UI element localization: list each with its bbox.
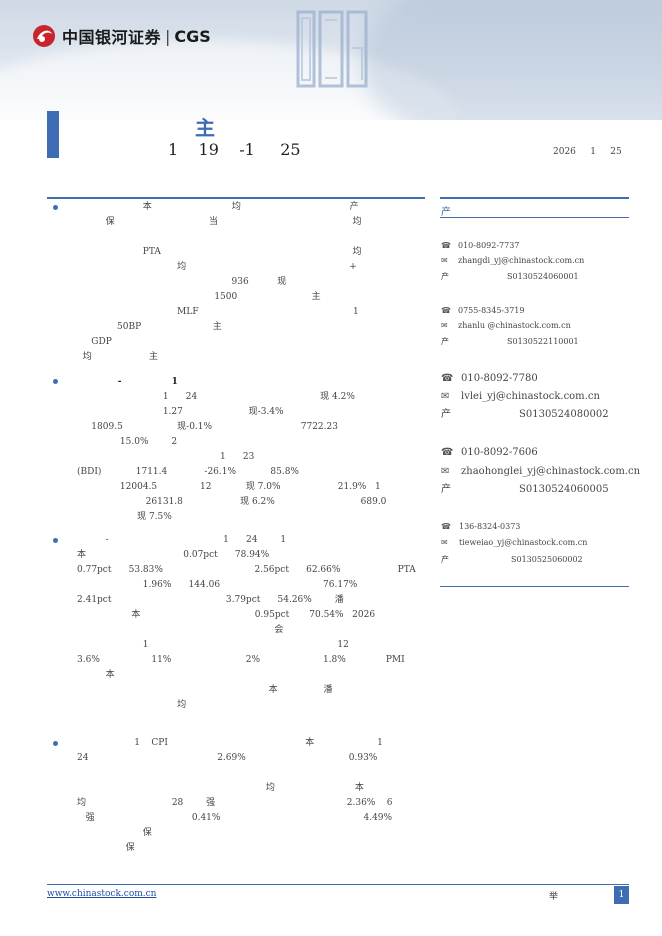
body-text-line: 1809.5 现-0.1% 7722.23 [77, 422, 338, 432]
body-text-line: 1 23 [77, 452, 255, 462]
body-text-line: 本 0.95pct 70.54% 2026 [77, 610, 376, 620]
analyst-bottom-rule [440, 586, 629, 587]
body-text-line: 强 0.41% 4.49% [77, 813, 393, 823]
analyst-phone: 010-8092-7606 [461, 447, 538, 458]
mail-icon: ✉ [441, 466, 450, 477]
analyst-phone: 136-8324-0373 [459, 522, 521, 531]
body-text-line: 0.77pct 53.83% 2.56pct 62.66% PTA [77, 565, 416, 575]
body-text-line: 12004.5 12 现 7.0% 21.9% 1 [77, 482, 381, 492]
body-text-line: 现 7.5% [77, 512, 172, 522]
report-subtitle: 1 19 -1 25 [168, 140, 301, 159]
page-number: 1 [614, 886, 629, 904]
footer-rule [47, 884, 629, 885]
analyst-cert-number: S0130524060001 [507, 272, 579, 281]
brand-logo[interactable]: 中国银河证券 | CGS [32, 24, 211, 48]
body-text-line: 本 0.07pct 78.94% [77, 550, 270, 560]
analyst-cert-label: 产 [441, 272, 449, 281]
brand-name-en: CGS [174, 26, 211, 46]
brand-separator: | [165, 26, 171, 46]
body-text-line: 1 12 [77, 640, 349, 650]
body-text-line: 26131.8 现 6.2% 689.0 [77, 497, 387, 507]
phone-icon: ☎ [441, 306, 451, 315]
mail-icon: ✉ [441, 256, 448, 265]
analyst-cert-label: 产 [441, 484, 451, 495]
analyst-phone: 010-8092-7780 [461, 373, 538, 384]
body-text-line: PTA 均 [77, 247, 362, 257]
body-text-line: 均 28 强 2.36% 6 [77, 798, 393, 808]
body-text-line: 15.0% 2 [77, 437, 178, 447]
analyst-cert-label: 产 [441, 555, 449, 564]
banner-wave [360, 0, 662, 120]
body-text-line: 24 2.69% 0.93% [77, 753, 378, 763]
body-text-line: 均 主 [77, 352, 158, 362]
body-text-line: 保 [77, 828, 152, 838]
phone-icon: ☎ [441, 241, 451, 250]
phone-icon: ☎ [441, 447, 454, 458]
analyst-cert-number: S0130525060002 [511, 555, 583, 564]
body-text-line: MLF 1 [77, 307, 359, 317]
phone-icon: ☎ [441, 373, 454, 384]
title-accent-bar [47, 111, 59, 158]
body-text-line: (BDI) 1711.4 -26.1% 85.8% [77, 467, 299, 477]
body-text-line: 本 均 产 [77, 202, 359, 212]
body-text-line: 936 现 [77, 277, 287, 287]
body-text-line: 2.41pct 3.79pct 54.26% 潘 [77, 595, 344, 605]
analyst-phone: 010-8092-7737 [458, 241, 520, 250]
body-text-line: 保 当 均 [77, 217, 362, 227]
body-text-line: GDP [77, 337, 112, 347]
body-text-line: 均 本 [77, 783, 364, 793]
analyst-email[interactable]: zhanlu @chinastock.com.cn [458, 321, 571, 330]
body-text-line: 会 [77, 625, 284, 635]
analyst-email[interactable]: tieweiao_yj@chinastock.com.cn [459, 538, 588, 547]
analyst-section-header: 产 [441, 207, 451, 218]
report-date: 2026 1 25 [553, 147, 622, 157]
brand-name-cn: 中国银河证券 [62, 28, 162, 47]
body-text-line: 1.27 现-3.4% [77, 407, 284, 417]
analyst-email[interactable]: zhangdi_yj@chinastock.com.cn [458, 256, 585, 265]
mail-icon: ✉ [441, 391, 450, 402]
body-text-line: 均 + [77, 262, 357, 272]
body-text-line: 1.96% 144.06 76.17% [77, 580, 358, 590]
logo-swirl-icon [33, 25, 55, 47]
body-text-line: 1 CPI 本 1 [77, 738, 383, 748]
body-text-line: 均 [77, 700, 187, 710]
body-text-line: 50BP 主 [77, 322, 222, 332]
analyst-email[interactable]: zhaohonglei_yj@chinastock.com.cn [461, 466, 641, 477]
body-text-line: 本 [77, 670, 115, 680]
analyst-email[interactable]: lvlei_yj@chinastock.com.cn [461, 391, 600, 402]
cgs-watermark-icon [296, 10, 368, 88]
bullet-marker [53, 538, 58, 543]
body-text-line: - 1 24 1 [77, 535, 287, 545]
footer-note: 举 [549, 892, 559, 902]
analyst-cert-label: 产 [441, 337, 449, 346]
analyst-phone: 0755-8345-3719 [458, 306, 525, 315]
footer-website-link[interactable]: www.chinastock.com.cn [47, 889, 157, 899]
analyst-cert-number: S0130522110001 [507, 337, 579, 346]
analyst-cert-number: S0130524080002 [519, 409, 609, 420]
body-text-line: 3.6% 11% 2% 1.8% PMI [77, 655, 405, 665]
body-text-line: - 1 [77, 377, 178, 387]
bullet-marker [53, 379, 58, 384]
analyst-sub-rule [440, 217, 629, 218]
analyst-cert-number: S0130524060005 [519, 484, 609, 495]
bullet-marker [53, 741, 58, 746]
mail-icon: ✉ [441, 538, 448, 547]
bullet-marker [53, 205, 58, 210]
report-title: 主 [195, 116, 215, 140]
body-text-line: 1500 主 [77, 292, 321, 302]
mail-icon: ✉ [441, 321, 448, 330]
body-text-line: 保 [77, 843, 135, 853]
body-text-line: 1 24 现 4.2% [77, 392, 355, 402]
analyst-top-rule [440, 197, 629, 199]
body-text-line: 本 潘 [77, 685, 333, 695]
phone-icon: ☎ [441, 522, 451, 531]
summary-top-rule [47, 197, 425, 199]
analyst-cert-label: 产 [441, 409, 451, 420]
